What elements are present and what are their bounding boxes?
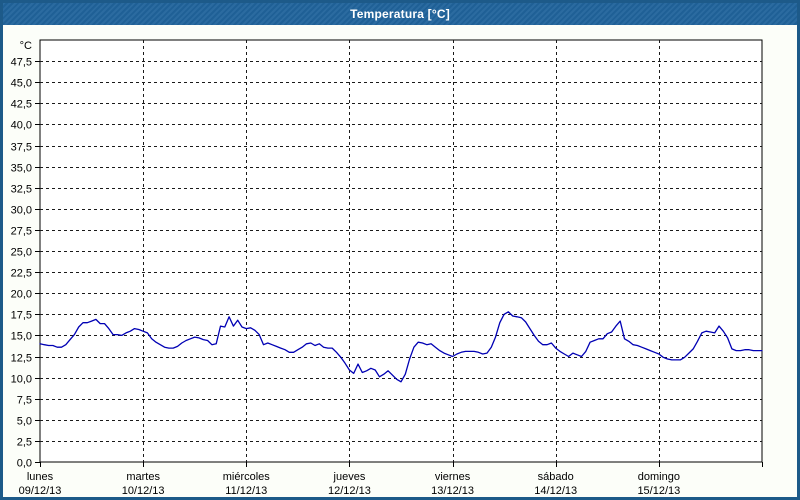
x-day-label: sábado	[538, 471, 574, 483]
x-day-label: jueves	[333, 471, 366, 483]
y-tick-label: 10,0	[11, 374, 32, 386]
x-date-label: 14/12/13	[534, 485, 577, 497]
x-day-label: miércoles	[223, 471, 271, 483]
y-tick-label: 25,0	[11, 247, 32, 259]
y-tick-label: 15,0	[11, 331, 32, 343]
x-day-label: martes	[126, 471, 160, 483]
window-titlebar[interactable]: Temperatura [°C]	[3, 3, 797, 25]
x-axis-labels: lunes 09/12/13 martes 10/12/13 miércoles 11/1…	[19, 471, 681, 497]
y-tick-label: 27,5	[11, 226, 32, 238]
x-date-label: 12/12/13	[328, 485, 371, 497]
y-tick-label: 2,5	[17, 437, 32, 449]
y-tick-label: 22,5	[11, 268, 32, 280]
y-tick-label: 42,5	[11, 99, 32, 111]
gridlines	[40, 40, 762, 462]
y-tick-label: 0,0	[17, 458, 32, 470]
temperature-chart: 47,5 45,0 42,5 40,0 37,5 35,0 32,5 30,0 27,5 25,0…	[11, 39, 763, 497]
y-tick-label: 32,5	[11, 184, 32, 196]
x-date-label: 11/12/13	[225, 485, 267, 497]
x-axis-ticks	[40, 462, 763, 467]
y-axis-unit-label: °C	[20, 40, 32, 52]
x-day-label: lunes	[27, 471, 54, 483]
y-tick-label: 30,0	[11, 205, 32, 217]
x-date-label: 13/12/13	[431, 485, 474, 497]
x-day-label: viernes	[435, 471, 471, 483]
y-tick-label: 35,0	[11, 163, 32, 175]
temperature-line	[39, 311, 763, 383]
y-tick-label: 20,0	[11, 289, 32, 301]
y-tick-label: 17,5	[11, 310, 32, 322]
x-date-label: 15/12/13	[637, 485, 680, 497]
y-tick-label: 37,5	[11, 142, 32, 154]
y-tick-label: 12,5	[11, 353, 32, 365]
y-tick-label: 47,5	[11, 57, 32, 69]
y-tick-label: 5,0	[17, 416, 32, 428]
x-date-label: 10/12/13	[122, 485, 165, 497]
y-axis-ticks	[35, 61, 40, 463]
window-title: Temperatura [°C]	[350, 7, 450, 21]
x-day-label: domingo	[638, 471, 680, 483]
y-tick-label: 7,5	[17, 395, 32, 407]
y-axis-labels: 47,5 45,0 42,5 40,0 37,5 35,0 32,5 30,0 27,5 25,0…	[11, 40, 32, 470]
y-tick-label: 45,0	[11, 78, 32, 90]
x-date-label: 09/12/13	[19, 485, 62, 497]
chart-area: 47,5 45,0 42,5 40,0 37,5 35,0 32,5 30,0 27,5 25,0…	[3, 25, 797, 497]
y-tick-label: 40,0	[11, 120, 32, 132]
